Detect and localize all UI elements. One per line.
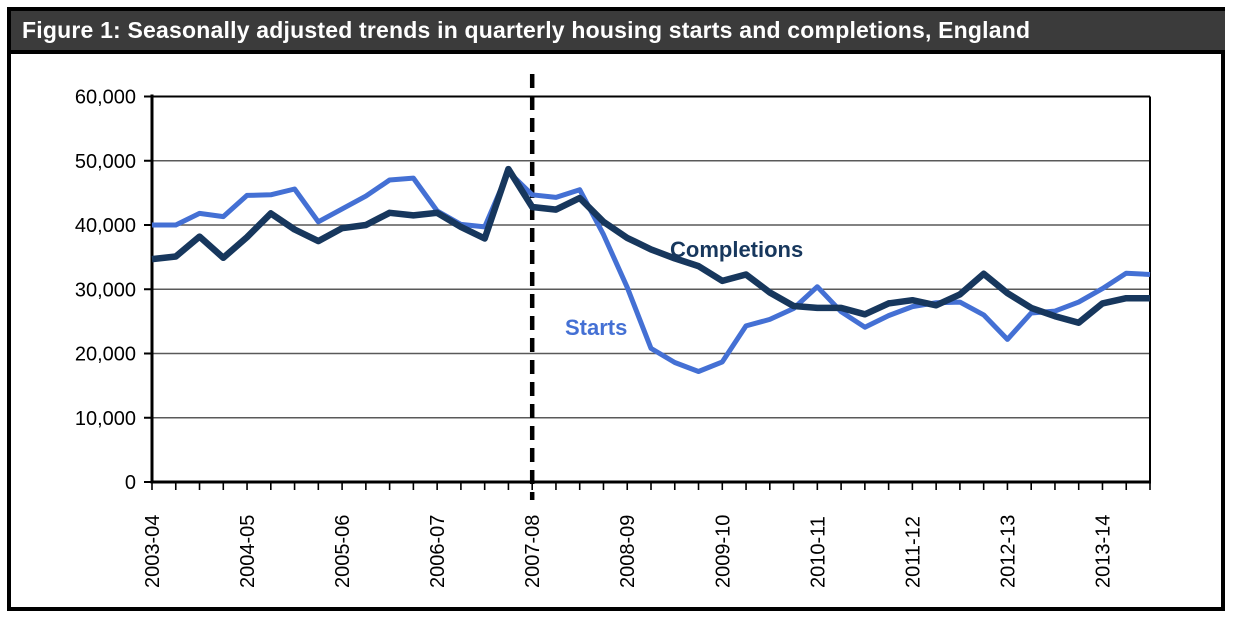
x-tick-label: 2011-12 [902,516,924,588]
figure-frame [7,7,1225,611]
y-tick-label: 20,000 [75,344,136,366]
series-line-starts [152,169,1151,374]
x-tick-label: 2005-06 [332,515,354,588]
series-label-completions: Completions [670,237,803,262]
y-tick-label: 30,000 [75,279,136,301]
x-tick-label: 2006-07 [427,515,449,588]
y-tick-label: 0 [125,472,136,494]
y-tick-label: 10,000 [75,408,136,430]
x-tick-label: 2008-09 [617,515,639,588]
title-bar: Figure 1: Seasonally adjusted trends in … [11,11,1225,54]
x-tick-label: 2007-08 [522,515,544,588]
series-label-starts: Starts [565,315,627,340]
series-line-completions [151,165,1150,326]
figure-title: Figure 1: Seasonally adjusted trends in … [22,17,1031,43]
x-tick-label: 2013-14 [1092,515,1114,588]
x-tick-label: 2010-11 [807,516,829,588]
y-tick-label: 50,000 [75,151,136,173]
x-tick-label: 2004-05 [237,515,259,588]
y-tick-label: 40,000 [75,215,136,237]
x-tick-label: 2003-04 [142,515,164,588]
x-tick-label: 2009-10 [712,515,734,588]
y-tick-label: 60,000 [75,87,136,109]
x-tick-label: 2012-13 [997,515,1019,588]
